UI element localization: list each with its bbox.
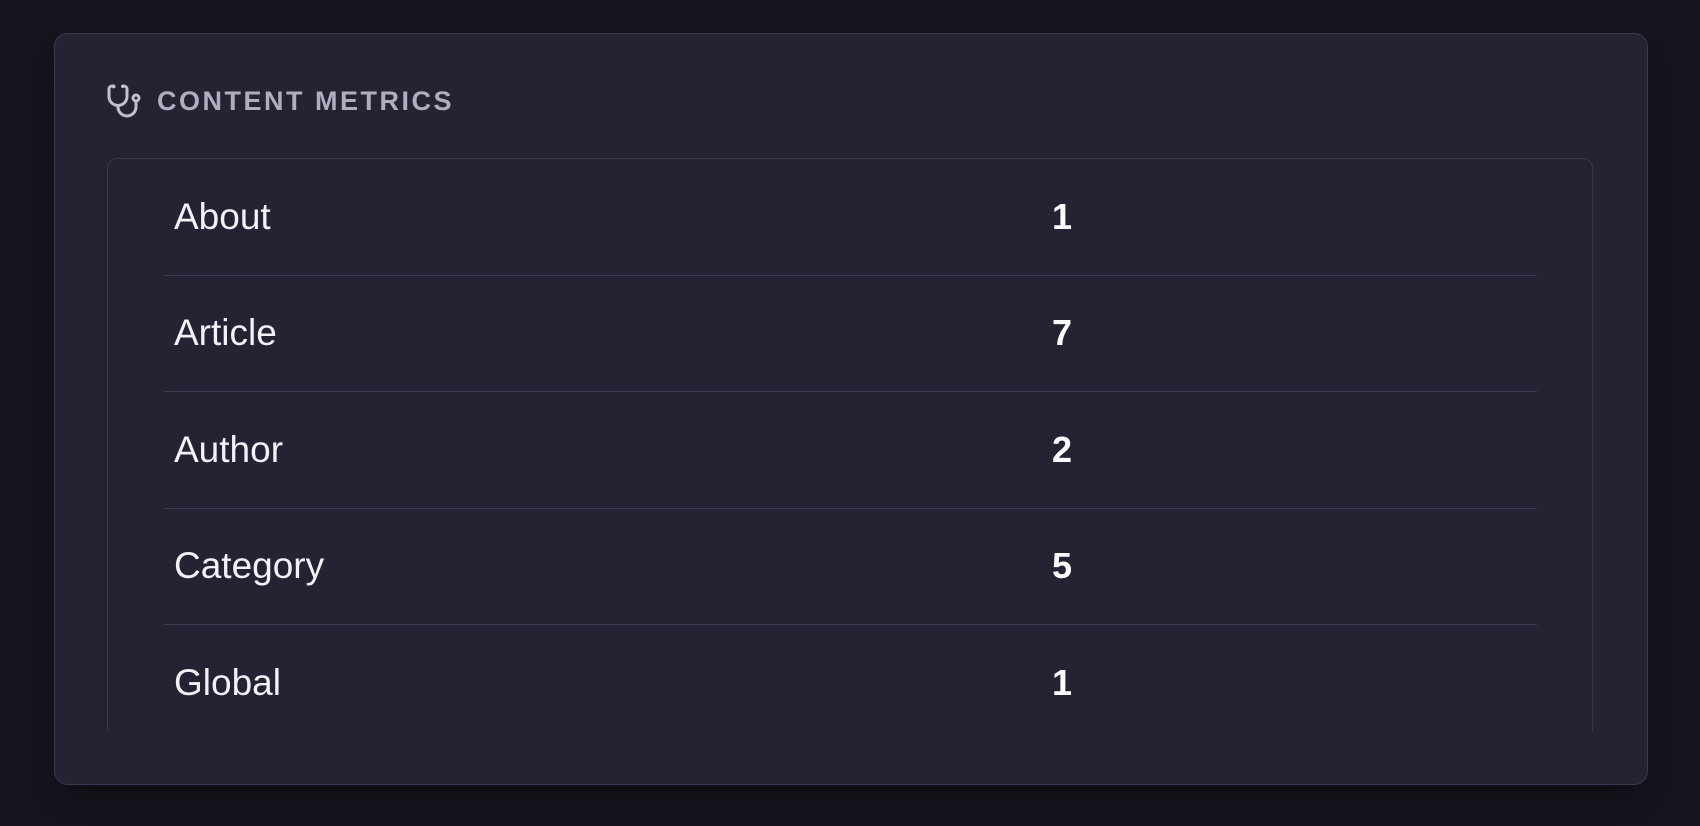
metrics-list: About 1 Article 7 Author 2 Category 5 Gl…: [164, 159, 1537, 731]
metric-label: Article: [174, 312, 277, 354]
widget-title: CONTENT METRICS: [157, 85, 454, 116]
metric-label: Author: [174, 428, 284, 470]
metric-label: Global: [174, 661, 281, 703]
metrics-table[interactable]: About 1 Article 7 Author 2 Category 5 Gl…: [107, 158, 1593, 731]
metric-value: 7: [1052, 312, 1073, 354]
table-row: Author 2: [164, 392, 1537, 509]
metric-value: 2: [1052, 428, 1073, 470]
metric-value: 5: [1052, 545, 1073, 587]
metric-label: About: [174, 195, 271, 237]
content-metrics-card: CONTENT METRICS About 1 Article 7 Author…: [54, 33, 1648, 785]
metric-value: 1: [1052, 195, 1073, 237]
stethoscope-icon: [106, 83, 142, 119]
card-header: CONTENT METRICS: [106, 82, 454, 120]
table-row: Article 7: [164, 276, 1537, 392]
table-row: Category 5: [164, 509, 1537, 625]
table-row: Global 1: [164, 625, 1537, 731]
metric-value: 1: [1052, 661, 1073, 703]
table-row: About 1: [164, 159, 1537, 276]
metric-label: Category: [174, 545, 325, 587]
